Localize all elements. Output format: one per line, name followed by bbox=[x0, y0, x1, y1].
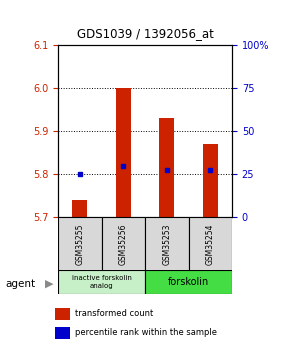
Bar bbox=[55, 308, 70, 319]
Text: GDS1039 / 1392056_at: GDS1039 / 1392056_at bbox=[77, 27, 213, 40]
Text: GSM35255: GSM35255 bbox=[75, 223, 84, 265]
Bar bbox=[58, 270, 145, 294]
Text: GSM35256: GSM35256 bbox=[119, 223, 128, 265]
Bar bbox=[188, 217, 232, 271]
Text: transformed count: transformed count bbox=[75, 309, 154, 318]
Bar bbox=[58, 217, 102, 271]
Bar bbox=[72, 200, 87, 217]
Bar bbox=[159, 118, 174, 217]
Bar bbox=[55, 327, 70, 338]
Text: GSM35254: GSM35254 bbox=[206, 223, 215, 265]
Text: forskolin: forskolin bbox=[168, 277, 209, 287]
Text: ▶: ▶ bbox=[45, 279, 54, 289]
Bar bbox=[102, 217, 145, 271]
Text: agent: agent bbox=[6, 279, 36, 289]
Bar bbox=[145, 217, 188, 271]
Bar bbox=[145, 270, 232, 294]
Bar bbox=[116, 88, 131, 217]
Bar bbox=[203, 144, 218, 217]
Text: percentile rank within the sample: percentile rank within the sample bbox=[75, 328, 218, 337]
Text: GSM35253: GSM35253 bbox=[162, 223, 171, 265]
Text: inactive forskolin
analog: inactive forskolin analog bbox=[72, 275, 131, 289]
